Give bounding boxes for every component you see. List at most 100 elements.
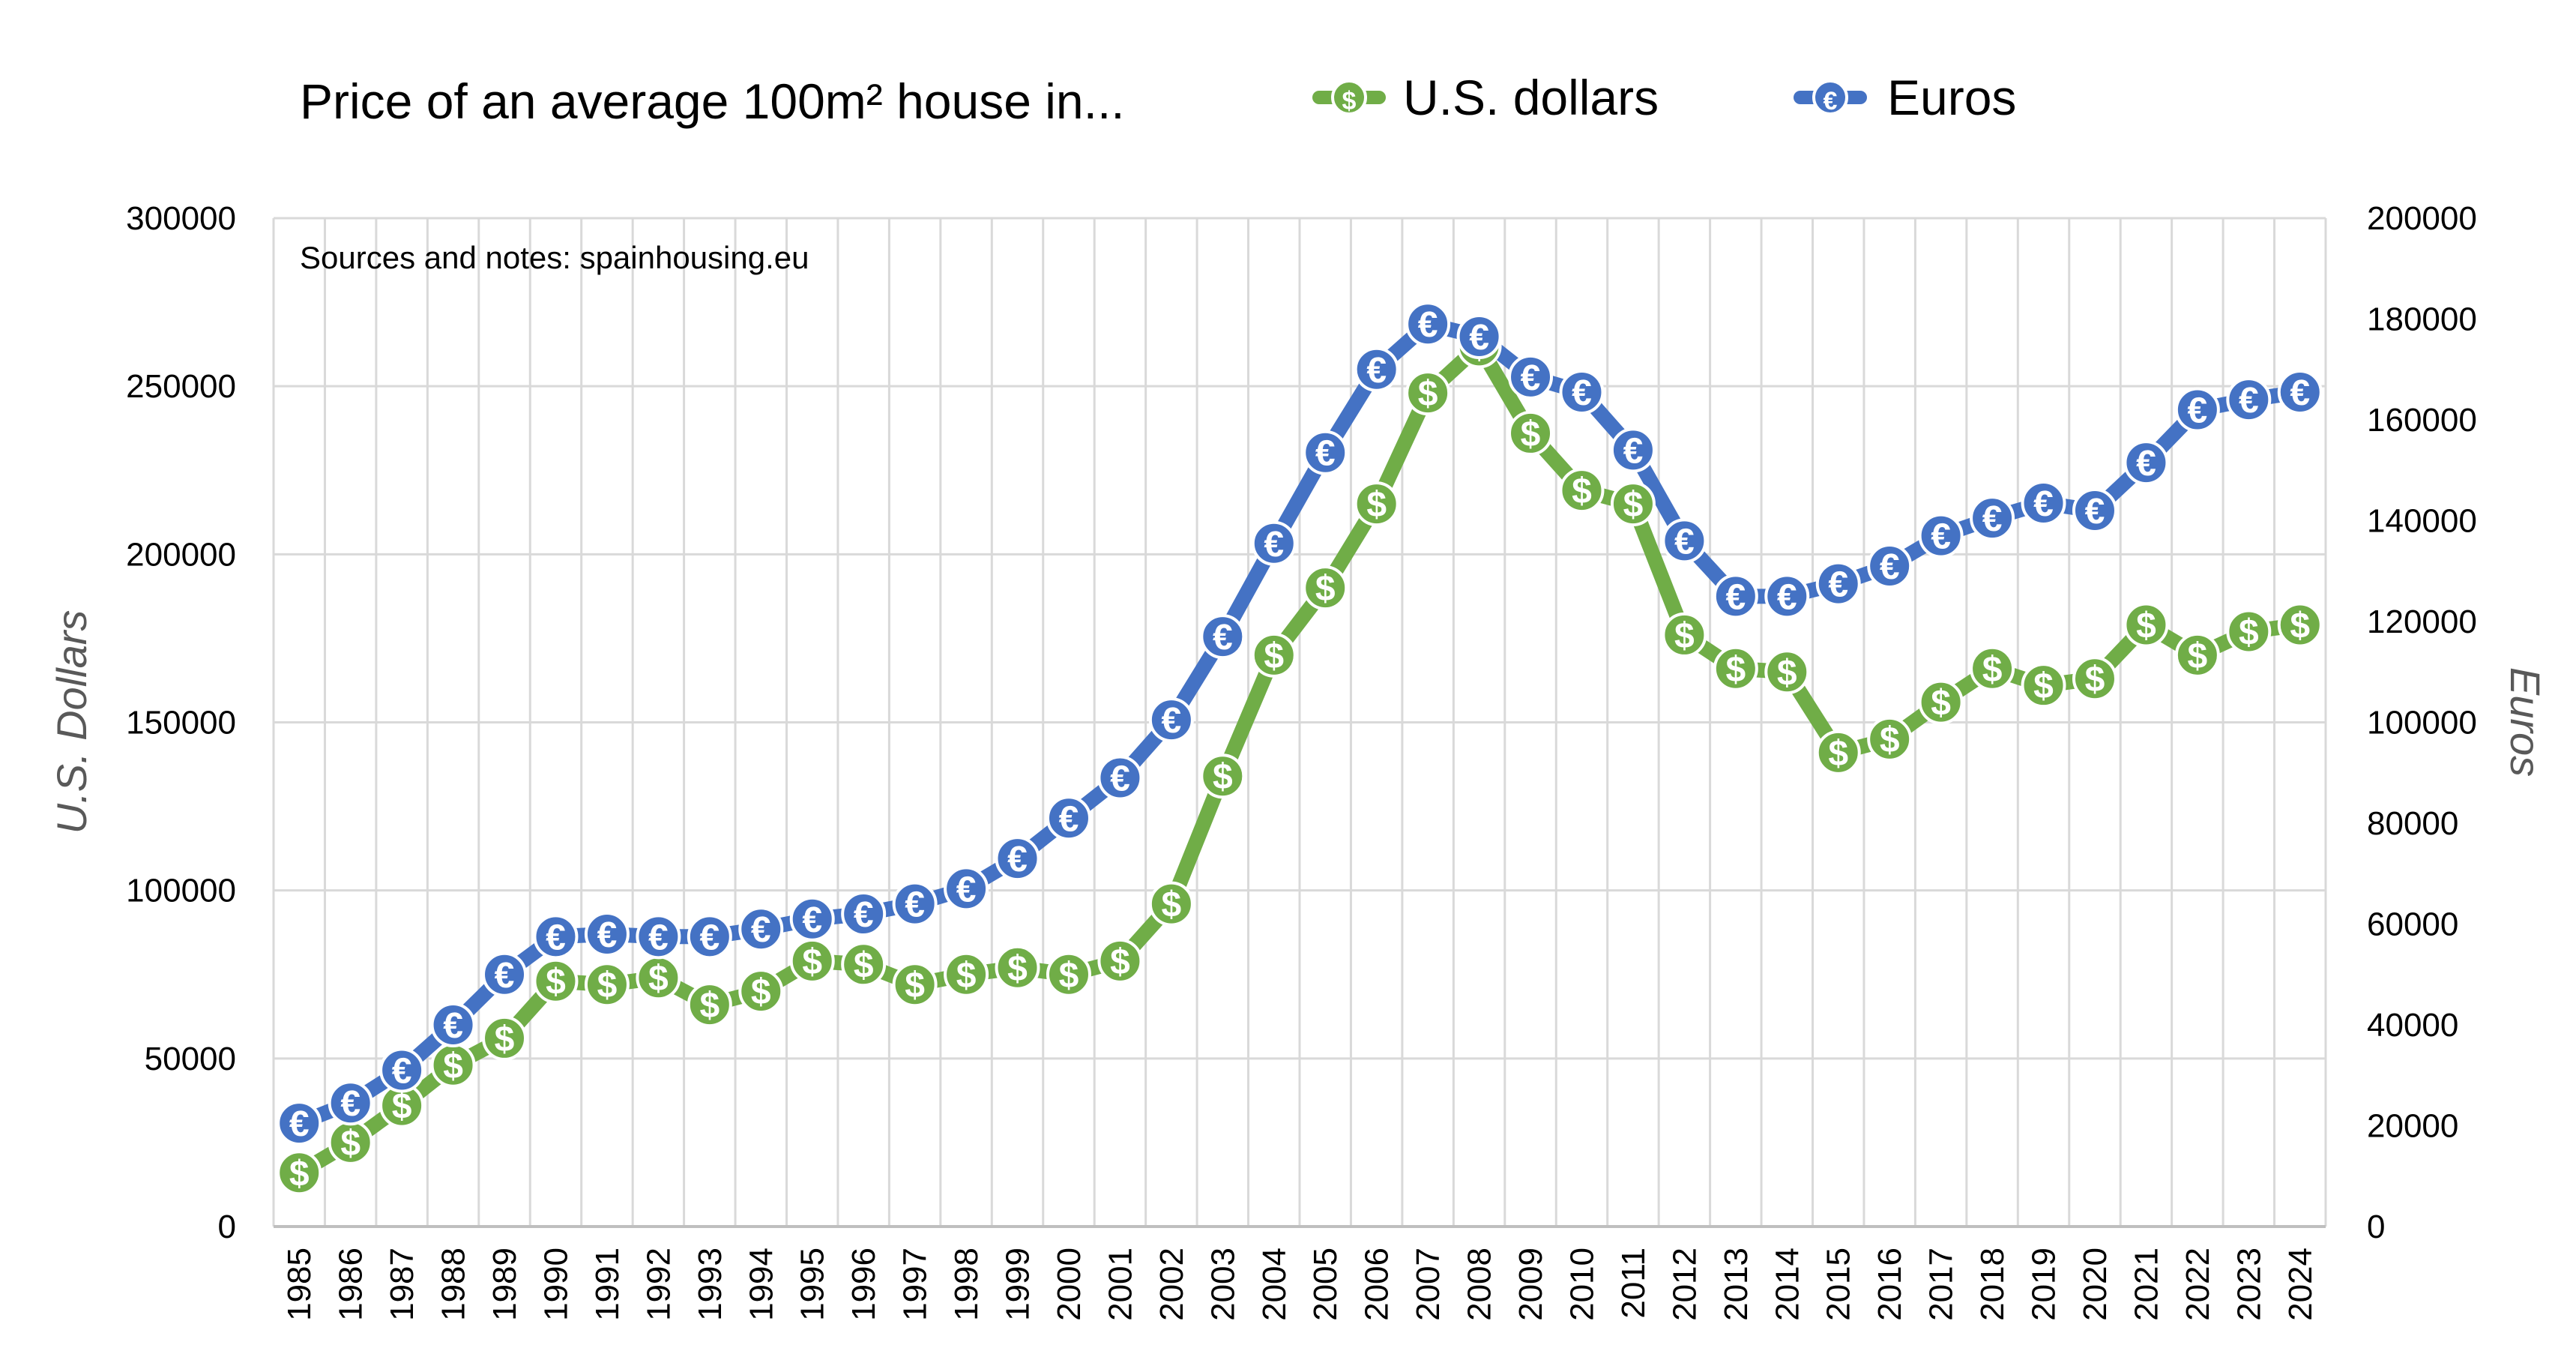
dollar-icon: $ (905, 966, 925, 1005)
data-point-marker (430, 1002, 476, 1047)
euro-icon: € (2188, 391, 2208, 431)
data-point-usd: $ (1508, 410, 1554, 456)
euro-icon: € (2239, 381, 2259, 421)
data-point-eur: € (892, 881, 938, 927)
data-point-marker (789, 896, 835, 942)
euro-icon: € (1828, 565, 1848, 605)
data-point-marker (1405, 301, 1451, 347)
x-tick-label: 2009 (1512, 1248, 1549, 1321)
euro-icon: € (751, 910, 771, 950)
legend-marker-eur (1812, 79, 1848, 115)
euro-icon: € (2290, 373, 2310, 413)
dollar-icon: $ (2239, 613, 2259, 652)
data-point-marker (1867, 544, 1913, 589)
data-point-usd: $ (2123, 602, 2169, 648)
data-point-marker (1764, 574, 1810, 619)
dollar-icon: $ (648, 959, 669, 999)
legend: $ U.S. dollars € Euros (1312, 70, 2016, 125)
euro-icon: € (1315, 434, 1336, 474)
euro-icon: € (802, 900, 822, 940)
dollar-icon: $ (289, 1154, 310, 1194)
data-point-usd: $ (2277, 602, 2323, 648)
data-point-marker (1918, 679, 1964, 725)
legend-item-usd: $ U.S. dollars (1312, 70, 1659, 125)
data-point-marker (2174, 632, 2220, 678)
euro-icon: € (1674, 522, 1695, 562)
x-tick-label: 1992 (640, 1248, 677, 1321)
data-point-marker (687, 914, 732, 960)
series-line-eur (292, 316, 2308, 1131)
data-point-marker (2072, 656, 2117, 702)
data-point-eur: € (1815, 561, 1861, 607)
x-tick-label: 2020 (2077, 1248, 2114, 1321)
euro-icon: € (1469, 318, 1489, 358)
euro-icon: € (1162, 701, 1182, 741)
y-axis-title-right: Euros (2502, 667, 2549, 777)
data-point-usd: $ (430, 1042, 476, 1088)
data-point-eur: € (636, 914, 681, 960)
euro-icon: € (2136, 444, 2156, 484)
dollar-icon: $ (392, 1087, 412, 1127)
x-tick-label: 2022 (2180, 1248, 2216, 1321)
euro-icon: € (1777, 577, 1797, 617)
chart-title: Price of an average 100m² house in... (300, 73, 1125, 129)
data-point-eur: € (789, 896, 835, 942)
data-point-eur: € (1251, 520, 1297, 566)
dollar-icon: $ (802, 942, 822, 982)
dollar-icon: $ (1931, 684, 1951, 723)
y-tick-label-right: 40000 (2367, 1007, 2458, 1044)
data-point-usd: $ (584, 962, 630, 1008)
x-tick-label: 1998 (948, 1248, 985, 1321)
data-point-usd: $ (738, 969, 784, 1014)
data-point-usd: $ (533, 958, 579, 1004)
data-point-marker (482, 951, 528, 997)
x-tick-label: 2010 (1563, 1248, 1600, 1321)
y-axis-title-left: U.S. Dollars (48, 610, 95, 834)
data-point-usd: $ (1097, 938, 1143, 984)
data-point-usd: $ (1303, 565, 1348, 611)
data-point-marker (1508, 354, 1554, 400)
euro-icon: € (1264, 525, 1284, 565)
euro-icon: € (546, 918, 566, 957)
euro-icon: € (443, 1006, 463, 1046)
dollar-icon: $ (495, 1020, 515, 1059)
dollar-icon: $ (1521, 415, 1541, 454)
data-point-marker (2226, 609, 2272, 655)
y-tick-label-left: 0 (218, 1209, 236, 1245)
euro-icon: € (1824, 87, 1838, 115)
data-point-eur: € (1764, 574, 1810, 619)
data-point-marker (1200, 753, 1246, 799)
dollar-icon: $ (2290, 606, 2310, 646)
x-tick-label: 2007 (1410, 1248, 1447, 1321)
euro-icon: € (2033, 484, 2054, 524)
dollar-icon: $ (1828, 734, 1848, 774)
data-point-usd: $ (482, 1015, 528, 1061)
data-point-usd: $ (1046, 951, 1091, 997)
x-tick-label: 2024 (2282, 1248, 2319, 1321)
x-tick-label: 2023 (2230, 1248, 2267, 1321)
legend-label-usd: U.S. dollars (1403, 70, 1659, 125)
data-point-marker (533, 914, 579, 960)
data-point-marker (1251, 632, 1297, 678)
data-point-marker (1867, 716, 1913, 762)
euro-icon: € (1521, 358, 1541, 398)
data-point-eur: € (1148, 697, 1194, 743)
data-point-usd: $ (2226, 609, 2272, 655)
data-point-eur: € (1456, 314, 1502, 360)
dollar-icon: $ (2136, 606, 2156, 646)
y-tick-label-left: 300000 (126, 200, 236, 237)
data-point-eur: € (1713, 574, 1758, 619)
x-tick-label: 1996 (845, 1248, 882, 1321)
data-point-marker (995, 945, 1040, 990)
data-point-marker (1713, 574, 1758, 619)
y-tick-label-left: 250000 (126, 368, 236, 405)
dollar-icon: $ (751, 972, 771, 1012)
x-tick-label: 2013 (1718, 1248, 1755, 1321)
x-tick-label: 2006 (1359, 1248, 1396, 1321)
euro-icon: € (289, 1104, 310, 1144)
data-point-usd: $ (277, 1150, 322, 1196)
data-point-usd: $ (789, 938, 835, 984)
series: $$$$$$$$$$$$$$$$$$$$$$$$$$$$$$$$$$$$$$$$… (277, 301, 2323, 1196)
data-point-eur: € (2174, 387, 2220, 433)
data-point-marker (841, 891, 887, 937)
